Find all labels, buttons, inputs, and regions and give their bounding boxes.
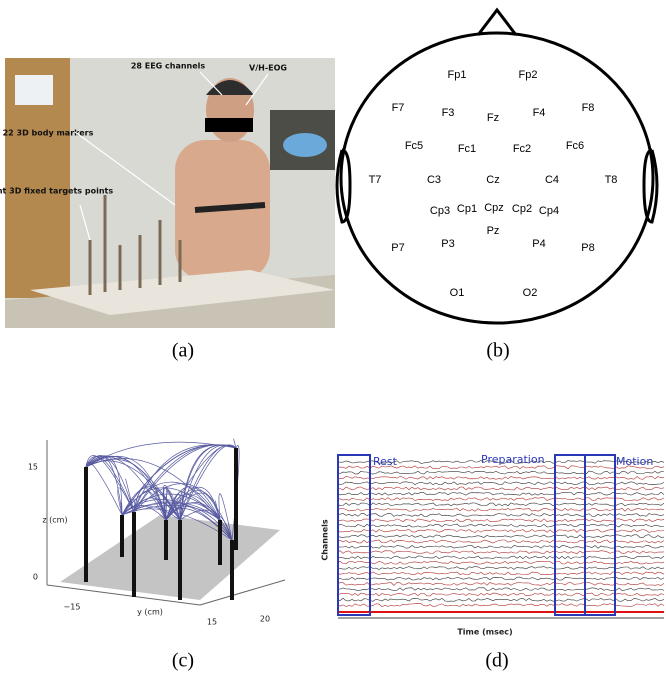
electrode-label: C3 bbox=[427, 174, 441, 186]
trajectory bbox=[86, 462, 122, 515]
photo-label: Eight 3D fixed targets points bbox=[0, 187, 113, 196]
axis-label: Channels bbox=[321, 519, 330, 561]
electrode-label: P8 bbox=[581, 242, 594, 254]
phase-boxes bbox=[338, 455, 615, 615]
electrode-label: Cz bbox=[486, 174, 499, 186]
electrode-label: Cpz bbox=[484, 202, 504, 214]
trajectory bbox=[166, 487, 167, 520]
caption: (b) bbox=[486, 340, 509, 362]
caption: (c) bbox=[172, 650, 194, 672]
caption: (a) bbox=[172, 340, 194, 362]
electrode-label: Pz bbox=[487, 225, 500, 237]
electrode-label: Fc1 bbox=[458, 143, 476, 155]
electrode-label: Fz bbox=[487, 112, 499, 124]
electrode-label: Cp2 bbox=[512, 203, 532, 215]
floor-plane bbox=[60, 515, 280, 600]
electrode-label: P4 bbox=[532, 238, 545, 250]
electrode-label: O2 bbox=[523, 287, 538, 299]
phase-label: Rest bbox=[373, 455, 398, 468]
eye-bar bbox=[205, 118, 253, 132]
head-outline bbox=[337, 10, 657, 323]
tick-label: 20 bbox=[260, 615, 270, 624]
tick-label: 15 bbox=[28, 463, 38, 472]
axis-label: y (cm) bbox=[137, 608, 163, 617]
figure: (a)(b)(c)(d)28 EEG channelsV/H-EOG22 3D … bbox=[0, 0, 666, 679]
poster bbox=[15, 75, 53, 105]
electrode-label: C4 bbox=[545, 174, 559, 186]
electrode-label: Cp4 bbox=[539, 205, 559, 217]
electrode-label: Fp1 bbox=[448, 69, 467, 81]
caption: (d) bbox=[485, 650, 508, 672]
tick-label: 15 bbox=[207, 618, 217, 627]
bowl bbox=[283, 133, 327, 157]
electrode-label: Cp3 bbox=[430, 205, 450, 217]
tick-label: −15 bbox=[64, 603, 81, 612]
tick-label: 0 bbox=[33, 573, 38, 582]
electrode-label: T7 bbox=[369, 174, 382, 186]
electrode-label: Cp1 bbox=[457, 203, 477, 215]
axis-label: Time (msec) bbox=[457, 628, 512, 637]
axis-label: z (cm) bbox=[42, 516, 67, 525]
electrode-label: F8 bbox=[582, 102, 595, 114]
electrode-label: T8 bbox=[605, 174, 618, 186]
photo-label: V/H-EOG bbox=[249, 64, 287, 73]
electrode-label: O1 bbox=[450, 287, 465, 299]
electrode-label: Fp2 bbox=[519, 69, 538, 81]
photo-label: 28 EEG channels bbox=[131, 62, 206, 71]
electrode-label: P7 bbox=[391, 242, 404, 254]
electrode-label: Fc5 bbox=[405, 140, 423, 152]
phase-label: Preparation bbox=[481, 453, 545, 466]
electrode-label: Fc2 bbox=[513, 143, 531, 155]
electrode-label: F7 bbox=[392, 102, 405, 114]
electrode-label: F3 bbox=[442, 107, 455, 119]
electrode-label: F4 bbox=[533, 107, 546, 119]
phase-label: Motion bbox=[616, 455, 653, 468]
electrode-label: Fc6 bbox=[566, 140, 584, 152]
electrode-label: P3 bbox=[441, 238, 454, 250]
